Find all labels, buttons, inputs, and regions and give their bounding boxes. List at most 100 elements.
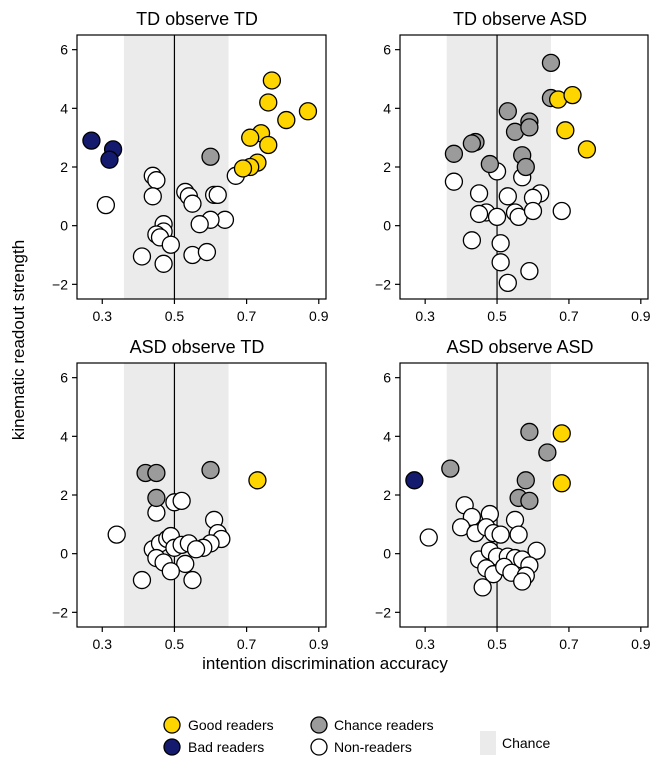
x-tick-label: 0.7 — [559, 308, 579, 324]
x-axis-label: intention discrimination accuracy — [202, 654, 448, 673]
point-non-readers — [513, 572, 532, 591]
point-non-readers — [491, 253, 510, 272]
panel-title: TD observe ASD — [453, 9, 587, 29]
point-chance-readers — [444, 144, 464, 163]
x-tick-label: 0.9 — [631, 636, 650, 652]
point-non-readers — [520, 261, 539, 281]
y-tick-label: 0 — [383, 546, 391, 562]
y-tick-label: −2 — [375, 604, 391, 620]
scatter-panel-td-observe-asd: 0.3 0.5 0.7 0.9 −2 0 2 4 6 — [375, 34, 650, 324]
point-good-readers — [563, 85, 582, 105]
point-good-readers — [552, 474, 571, 493]
y-tick-label: 0 — [383, 218, 391, 234]
point-non-readers — [147, 171, 166, 190]
legend-swatch-chance-readers — [310, 716, 328, 734]
x-tick-label: 0.3 — [93, 308, 113, 324]
legend-swatch-bad-readers — [163, 738, 181, 756]
y-axis-label: kinematic readout strength — [9, 240, 28, 440]
point-chance-readers — [520, 118, 539, 137]
scatter-panel-asd-observe-asd: 0.3 0.5 0.7 0.9 −2 0 2 4 6 — [375, 362, 650, 652]
point-bad-readers — [100, 150, 119, 169]
point-non-readers — [509, 525, 528, 544]
point-good-readers — [277, 110, 296, 130]
point-non-readers — [208, 185, 227, 205]
point-good-readers — [556, 121, 575, 140]
point-non-readers — [444, 172, 464, 191]
scatter-panel-td-observe-td: 0.3 0.5 0.7 0.9 −2 0 2 4 6 — [52, 34, 329, 324]
point-non-readers — [190, 215, 209, 234]
point-non-readers — [172, 491, 191, 511]
legend-swatch-good-readers — [163, 716, 181, 734]
x-tick-label: 0.3 — [415, 308, 435, 324]
point-non-readers — [183, 194, 202, 213]
point-non-readers — [161, 562, 180, 581]
point-chance-readers — [462, 134, 482, 153]
legend-label-good-readers: Good readers — [188, 717, 274, 733]
x-tick-label: 0.7 — [237, 636, 257, 652]
point-non-readers — [132, 247, 152, 266]
point-non-readers — [469, 204, 489, 224]
point-non-readers — [469, 184, 489, 203]
point-non-readers — [498, 187, 517, 206]
legend-label-chance-band: Chance — [502, 735, 550, 751]
point-chance-readers — [147, 488, 166, 508]
legend-label-bad-readers: Bad readers — [188, 739, 264, 755]
y-tick-label: −2 — [52, 604, 68, 620]
y-tick-label: 2 — [60, 487, 68, 503]
point-non-readers — [491, 234, 510, 253]
y-tick-label: 6 — [60, 42, 68, 58]
point-good-readers — [577, 140, 597, 159]
y-tick-label: −2 — [375, 276, 391, 292]
point-chance-readers — [480, 154, 500, 174]
point-good-readers — [262, 71, 282, 90]
point-good-readers — [248, 471, 267, 490]
x-tick-label: 0.9 — [631, 308, 650, 324]
point-non-readers — [419, 528, 438, 547]
point-good-readers — [233, 159, 253, 178]
point-non-readers — [143, 187, 162, 206]
x-tick-label: 0.5 — [487, 636, 507, 652]
point-non-readers — [107, 525, 126, 544]
panel-title: ASD observe ASD — [446, 337, 593, 357]
x-tick-label: 0.9 — [309, 636, 329, 652]
x-tick-label: 0.5 — [487, 308, 507, 324]
x-tick-label: 0.7 — [559, 636, 579, 652]
point-chance-readers — [516, 157, 535, 177]
panel-title: ASD observe TD — [130, 337, 265, 357]
x-tick-label: 0.9 — [309, 308, 329, 324]
legend-swatch-chance-band — [480, 731, 496, 755]
point-good-readers — [259, 135, 278, 155]
point-non-readers — [527, 541, 546, 560]
legend: Good readers Chance readers Bad readers … — [163, 716, 550, 756]
y-tick-label: 2 — [383, 487, 391, 503]
point-non-readers — [552, 201, 571, 221]
scatter-panel-asd-observe-td: 0.3 0.5 0.7 0.9 −2 0 2 4 6 — [52, 362, 329, 652]
point-non-readers — [186, 540, 206, 559]
legend-swatch-non-readers — [310, 738, 328, 756]
point-chance-readers — [201, 460, 220, 480]
y-tick-label: 4 — [383, 428, 391, 444]
point-chance-readers — [498, 102, 517, 121]
y-tick-label: 6 — [383, 42, 391, 58]
y-tick-label: 2 — [383, 159, 391, 175]
y-tick-label: −2 — [52, 276, 68, 292]
y-tick-label: 6 — [383, 370, 391, 386]
point-non-readers — [183, 570, 202, 590]
panel-title: TD observe TD — [136, 9, 258, 29]
point-chance-readers — [520, 491, 539, 511]
point-good-readers — [241, 128, 260, 147]
y-tick-label: 4 — [60, 100, 68, 116]
point-non-readers — [462, 231, 482, 250]
point-chance-readers — [201, 147, 220, 166]
point-chance-readers — [441, 459, 460, 478]
y-tick-label: 4 — [383, 100, 391, 116]
point-chance-readers — [516, 471, 535, 490]
point-chance-readers — [541, 53, 561, 73]
point-good-readers — [298, 102, 318, 121]
x-tick-label: 0.5 — [165, 308, 185, 324]
point-chance-readers — [538, 443, 557, 462]
point-non-readers — [491, 525, 510, 544]
point-non-readers — [161, 235, 180, 254]
y-tick-label: 0 — [60, 218, 68, 234]
